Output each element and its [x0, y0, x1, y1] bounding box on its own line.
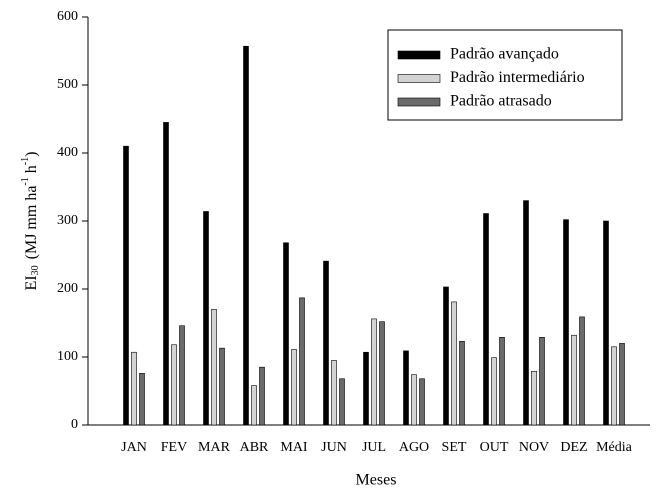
bar [443, 286, 449, 426]
bar [451, 301, 457, 426]
bar [363, 351, 369, 426]
bar [491, 357, 497, 426]
bar [499, 336, 505, 426]
bar [259, 366, 265, 426]
bar [211, 309, 217, 426]
bar [579, 316, 585, 426]
bar [331, 360, 337, 426]
bar [243, 45, 249, 426]
y-label-part: ) [23, 152, 40, 157]
x-tick-label: DEZ [560, 440, 587, 455]
bar [219, 347, 225, 426]
bar [171, 344, 177, 426]
bar [411, 374, 417, 426]
bar [203, 211, 209, 426]
x-tick-label: AGO [399, 440, 429, 455]
y-label-part: -1 [20, 157, 31, 165]
legend-label: Padrão avançado [450, 46, 559, 63]
bar [139, 373, 145, 426]
bar [299, 297, 305, 426]
legend-label: Padrão atrasado [450, 93, 552, 110]
bar [531, 370, 537, 426]
bar [179, 325, 185, 426]
y-tick-label: 100 [57, 349, 78, 364]
y-label-part: -1 [20, 177, 31, 185]
bar [291, 349, 297, 426]
y-tick-label: 300 [57, 213, 78, 228]
legend-swatch [397, 50, 441, 60]
bar [603, 220, 609, 426]
bar [379, 321, 385, 426]
x-tick-label: JAN [121, 440, 147, 455]
bar [539, 336, 545, 426]
legend-label: Padrão intermediário [450, 69, 585, 86]
bar [251, 385, 257, 426]
bar [371, 318, 377, 426]
bar [403, 350, 409, 426]
x-tick-label: ABR [240, 440, 269, 455]
x-tick-label: OUT [480, 440, 509, 455]
bar [563, 219, 569, 426]
y-tick-label: 200 [57, 281, 78, 296]
legend-swatch [397, 74, 441, 83]
bar [283, 242, 289, 426]
y-axis-label: EI30(MJ mm ha-1 h-1) [20, 152, 41, 291]
x-tick-label: NOV [519, 440, 549, 455]
y-label-part: EI [23, 275, 40, 290]
bar [339, 378, 345, 426]
bar [459, 341, 465, 426]
x-tick-label: JUN [321, 440, 347, 455]
bar [611, 346, 617, 426]
bar [483, 213, 489, 426]
y-tick-label: 400 [57, 145, 78, 160]
bar [323, 260, 329, 426]
y-label-part: 30 [30, 265, 41, 275]
bar [131, 351, 137, 426]
y-tick-label: 0 [71, 417, 78, 432]
x-tick-label: MAI [280, 440, 308, 455]
x-tick-label: Média [596, 440, 633, 455]
y-label-part: (MJ mm ha [23, 186, 40, 260]
legend-swatch [397, 97, 441, 107]
x-tick-label: MAR [198, 440, 231, 455]
bar [123, 145, 129, 426]
x-tick-label: SET [442, 440, 467, 455]
x-tick-label: FEV [161, 440, 187, 455]
bar [163, 122, 169, 426]
x-axis-label: Meses [356, 472, 397, 489]
x-tick-label: JUL [362, 440, 386, 455]
y-label-part: h [23, 165, 40, 177]
bar [571, 334, 577, 426]
bar [419, 378, 425, 426]
bar [523, 200, 529, 426]
y-tick-label: 600 [57, 9, 78, 24]
bar [619, 343, 625, 426]
y-tick-label: 500 [57, 77, 78, 92]
